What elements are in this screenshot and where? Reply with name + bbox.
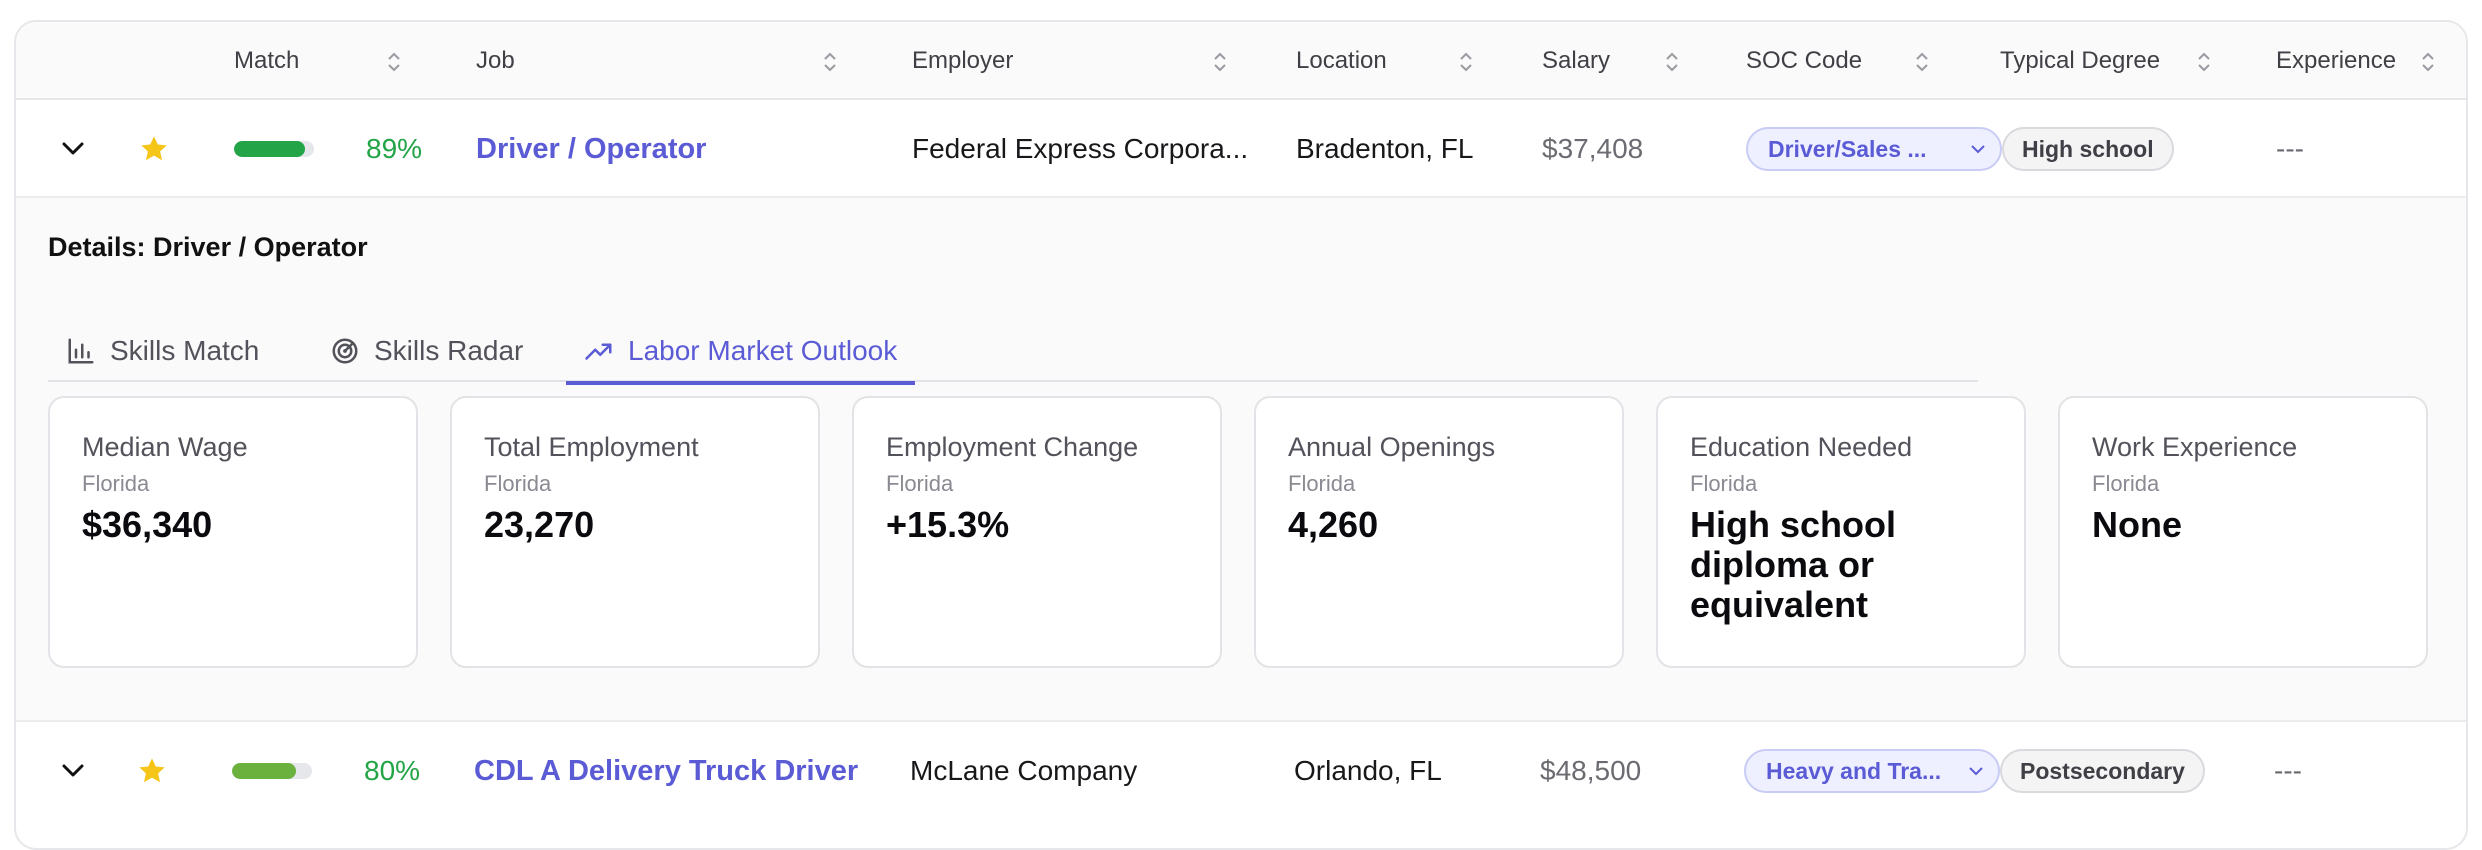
column-header-soc-code[interactable]: SOC Code bbox=[1746, 47, 1863, 74]
details-tabs: Skills Match Skills Radar Labor Market O… bbox=[48, 320, 1978, 385]
table-header: Match Job Employer Location Salary SOC C… bbox=[16, 22, 2466, 100]
degree-badge: Postsecondary bbox=[2000, 722, 2205, 820]
match-bar bbox=[234, 100, 314, 198]
match-bar bbox=[232, 722, 312, 820]
column-header-experience[interactable]: Experience bbox=[2276, 47, 2397, 74]
match-bar-fill bbox=[234, 141, 306, 157]
salary: $48,500 bbox=[1540, 755, 1642, 786]
chevron-down-icon bbox=[62, 764, 84, 777]
details-title: Details: Driver / Operator bbox=[48, 232, 368, 262]
sort-icon[interactable] bbox=[1914, 51, 1930, 73]
chevron-down-icon bbox=[62, 142, 84, 155]
stat-card-median-wage: Median Wage Florida $36,340 bbox=[48, 396, 418, 668]
degree-badge: High school bbox=[2002, 100, 2174, 198]
sort-icon[interactable] bbox=[2196, 51, 2212, 73]
stat-card-education-needed: Education Needed Florida High school dip… bbox=[1656, 396, 2026, 668]
favorite-toggle[interactable] bbox=[136, 722, 168, 820]
column-header-salary[interactable]: Salary bbox=[1542, 47, 1611, 74]
soc-code-dropdown[interactable]: Driver/Sales ... bbox=[1746, 100, 2002, 198]
table-row[interactable]: 80% CDL A Delivery Truck Driver McLane C… bbox=[16, 720, 2466, 822]
match-percent: 89% bbox=[366, 133, 423, 164]
radar-icon bbox=[332, 338, 358, 364]
job-link[interactable]: Driver / Operator bbox=[476, 132, 707, 165]
soc-code-dropdown[interactable]: Heavy and Tra... bbox=[1744, 722, 2000, 820]
column-header-location[interactable]: Location bbox=[1296, 47, 1387, 74]
tab-labor-market-outlook[interactable]: Labor Market Outlook bbox=[566, 320, 916, 385]
job-link[interactable]: CDL A Delivery Truck Driver bbox=[474, 754, 859, 787]
stat-card-work-experience: Work Experience Florida None bbox=[2058, 396, 2428, 668]
favorite-toggle[interactable] bbox=[138, 100, 170, 198]
table-row[interactable]: 89% Driver / Operator Federal Express Co… bbox=[16, 100, 2466, 198]
stat-card-employment-change: Employment Change Florida +15.3% bbox=[852, 396, 1222, 668]
star-icon bbox=[141, 136, 167, 161]
expand-toggle[interactable] bbox=[62, 722, 84, 820]
employer-name: McLane Company bbox=[910, 755, 1138, 786]
experience: --- bbox=[2276, 133, 2304, 164]
employer-name: Federal Express Corpora... bbox=[912, 133, 1249, 164]
match-bar-fill bbox=[232, 763, 296, 779]
sort-icon[interactable] bbox=[1664, 51, 1680, 73]
details-panel bbox=[16, 198, 2466, 742]
salary: $37,408 bbox=[1542, 133, 1644, 164]
sort-icon[interactable] bbox=[822, 51, 838, 73]
column-header-job[interactable]: Job bbox=[476, 47, 515, 74]
expand-toggle[interactable] bbox=[62, 100, 84, 198]
experience: --- bbox=[2274, 755, 2302, 786]
trending-up-icon bbox=[585, 343, 612, 360]
match-percent: 80% bbox=[364, 755, 421, 786]
location: Bradenton, FL bbox=[1296, 133, 1474, 164]
stat-card-annual-openings: Annual Openings Florida 4,260 bbox=[1254, 396, 1624, 668]
location: Orlando, FL bbox=[1294, 755, 1442, 786]
tab-skills-radar[interactable]: Skills Radar bbox=[312, 320, 541, 382]
column-header-typical-degree[interactable]: Typical Degree bbox=[2000, 47, 2161, 74]
sort-icon[interactable] bbox=[2420, 51, 2436, 73]
tab-skills-match[interactable]: Skills Match bbox=[48, 320, 277, 382]
chevron-down-icon bbox=[1969, 767, 1983, 776]
star-icon bbox=[139, 758, 165, 783]
column-header-employer[interactable]: Employer bbox=[912, 47, 1014, 74]
bar-chart-icon bbox=[68, 338, 94, 364]
chevron-down-icon bbox=[1971, 145, 1985, 154]
sort-icon[interactable] bbox=[386, 51, 402, 73]
column-header-match[interactable]: Match bbox=[234, 47, 300, 74]
sort-icon[interactable] bbox=[1458, 51, 1474, 73]
stat-card-total-employment: Total Employment Florida 23,270 bbox=[450, 396, 820, 668]
sort-icon[interactable] bbox=[1212, 51, 1228, 73]
